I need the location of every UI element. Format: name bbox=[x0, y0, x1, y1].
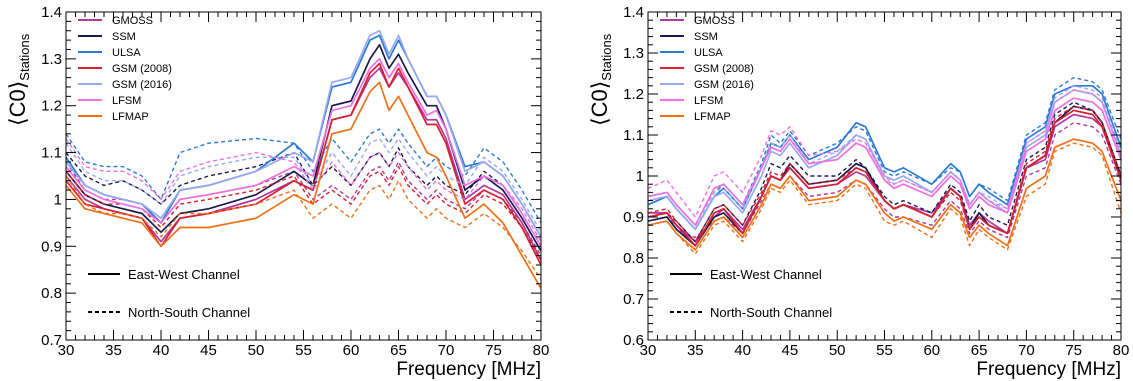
x-tick-label: 40 bbox=[153, 342, 170, 359]
series-line-lfsm-ew bbox=[648, 97, 1121, 227]
y-axis-title-main: ⟨C0⟩ bbox=[5, 81, 30, 126]
series-line-lfsm-ew bbox=[66, 58, 541, 247]
x-tick-label: 65 bbox=[390, 342, 407, 359]
legend-entry: LFMAP bbox=[112, 111, 149, 123]
x-tick-label: 35 bbox=[687, 342, 704, 359]
series-line-lfsm-ns bbox=[648, 89, 1121, 218]
y-tick-label: 1 bbox=[54, 191, 62, 208]
x-tick-label: 80 bbox=[533, 342, 550, 359]
series-line-gsm-2008--ns bbox=[648, 105, 1121, 243]
x-tick-label: 45 bbox=[782, 342, 799, 359]
legend-entry: SSM bbox=[694, 31, 718, 43]
chart-panel-1: 30 35 40 45 50 55 60 65 70 75 80 0.6 0.7 0.8 0.9 1 1.1 1.… bbox=[587, 4, 1129, 380]
x-tick-label: 30 bbox=[640, 342, 657, 359]
style-legend-dashed-label: North-South Channel bbox=[128, 305, 250, 320]
x-tick-label: 60 bbox=[923, 342, 940, 359]
x-tick-label: 80 bbox=[1113, 342, 1130, 359]
y-tick-label: 0.6 bbox=[623, 332, 644, 349]
legend-entry: ULSA bbox=[694, 47, 723, 59]
chart-panel-0: 30 35 40 45 50 55 60 65 70 75 80 0.7 0.8 0.9 1 1.1 1.2 1.… bbox=[5, 4, 549, 380]
legend-entry: GMOSS bbox=[694, 15, 735, 27]
x-tick-label: 35 bbox=[105, 342, 122, 359]
legend-entry: LFSM bbox=[112, 95, 141, 107]
y-tick-label: 1.4 bbox=[623, 4, 644, 21]
series-line-lfmap-ns bbox=[66, 175, 541, 280]
y-tick-label: 1.3 bbox=[623, 45, 644, 62]
y-tick-label: 1.4 bbox=[41, 4, 62, 21]
style-legend-solid-label: East-West Channel bbox=[128, 267, 240, 282]
y-tick-label: 0.8 bbox=[41, 285, 62, 302]
y-axis-title: ⟨C0⟩Stations bbox=[587, 33, 614, 126]
x-tick-label: 70 bbox=[438, 342, 455, 359]
x-tick-label: 55 bbox=[876, 342, 893, 359]
legend-entry: GMOSS bbox=[112, 15, 153, 27]
y-tick-label: 1 bbox=[636, 168, 644, 185]
y-tick-label: 0.8 bbox=[623, 250, 644, 267]
x-tick-label: 40 bbox=[734, 342, 751, 359]
series-line-gsm-2016--ew bbox=[648, 89, 1121, 231]
y-axis-title-main: ⟨C0⟩ bbox=[587, 81, 612, 126]
series-line-gsm-2008--ew bbox=[648, 109, 1121, 247]
legend-entry: LFSM bbox=[694, 95, 723, 107]
y-tick-label: 0.7 bbox=[41, 332, 62, 349]
x-tick-label: 75 bbox=[1065, 342, 1082, 359]
y-tick-label: 1.1 bbox=[41, 145, 62, 162]
y-tick-label: 1.2 bbox=[623, 86, 644, 103]
series-line-lfmap-ns bbox=[648, 142, 1121, 255]
x-tick-label: 55 bbox=[295, 342, 312, 359]
x-tick-label: 65 bbox=[971, 342, 988, 359]
legend-entry: GSM (2008) bbox=[112, 63, 172, 75]
y-axis-title: ⟨C0⟩Stations bbox=[5, 33, 32, 126]
style-legend-solid-label: East-West Channel bbox=[710, 267, 822, 282]
legend-entry: SSM bbox=[112, 31, 136, 43]
series-line-gsm-2008--ns bbox=[66, 165, 541, 261]
series-line-lfsm-ns bbox=[66, 138, 541, 242]
x-tick-label: 45 bbox=[200, 342, 217, 359]
y-tick-label: 1.2 bbox=[41, 98, 62, 115]
x-tick-label: 50 bbox=[248, 342, 265, 359]
x-tick-label: 50 bbox=[829, 342, 846, 359]
x-tick-label: 70 bbox=[1018, 342, 1035, 359]
style-legend-dashed-label: North-South Channel bbox=[710, 305, 832, 320]
series-line-gsm-2008--ew bbox=[66, 62, 541, 266]
series-line-gsm-2016--ns bbox=[648, 85, 1121, 226]
series-line-ulsa-ew bbox=[648, 84, 1121, 231]
series-line-lfmap-ew bbox=[66, 81, 541, 289]
y-tick-label: 1.3 bbox=[41, 51, 62, 68]
series-group bbox=[648, 76, 1121, 255]
x-axis-title: Frequency [MHz] bbox=[976, 359, 1121, 380]
y-tick-label: 1.1 bbox=[623, 127, 644, 144]
series-group bbox=[66, 29, 541, 289]
legend-entry: GSM (2008) bbox=[694, 63, 754, 75]
series-line-lfmap-ew bbox=[648, 138, 1121, 251]
legend-entry: GSM (2016) bbox=[112, 79, 172, 91]
legend-entry: LFMAP bbox=[694, 111, 731, 123]
y-axis-title-subscript: Stations bbox=[599, 33, 614, 80]
y-axis-title-subscript: Stations bbox=[17, 33, 32, 80]
x-tick-label: 60 bbox=[343, 342, 360, 359]
x-tick-label: 75 bbox=[485, 342, 502, 359]
y-tick-label: 0.7 bbox=[623, 291, 644, 308]
y-tick-label: 0.9 bbox=[623, 209, 644, 226]
series-line-gsm-2016--ns bbox=[66, 137, 541, 233]
y-tick-label: 0.9 bbox=[41, 238, 62, 255]
series-line-ssm-ew bbox=[66, 43, 541, 252]
legend-entry: GSM (2016) bbox=[694, 79, 754, 91]
series-line-ulsa-ns bbox=[648, 76, 1121, 226]
legend-entry: ULSA bbox=[112, 47, 141, 59]
series-line-ssm-ns bbox=[66, 147, 541, 247]
x-tick-label: 30 bbox=[58, 342, 75, 359]
series-line-gsm-2016--ew bbox=[66, 29, 541, 238]
x-axis-title: Frequency [MHz] bbox=[396, 359, 541, 380]
